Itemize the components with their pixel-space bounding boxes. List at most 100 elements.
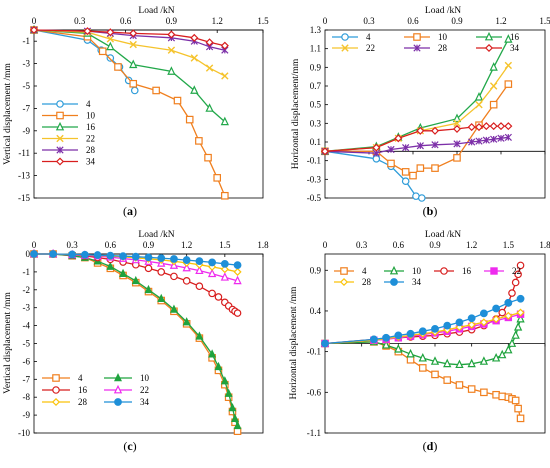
legend-item: 10 [384,265,422,276]
data-point [381,339,391,349]
legend-item: 4 [334,266,367,276]
y-tick-label: 0.4 [310,306,322,316]
data-point [504,311,513,320]
data-point [98,47,107,56]
y-tick-label: -5 [23,339,31,349]
data-point [482,136,490,144]
data-point [394,134,403,143]
legend-item: 10 [104,373,150,383]
legend-marker [52,386,60,394]
y-tick-label: -0.3 [307,174,322,184]
data-point [220,376,229,385]
data-point [382,333,391,342]
legend-marker [484,31,494,41]
legend-label: 4 [366,32,371,42]
panel-label-letter: c [127,439,133,453]
data-point [106,261,115,270]
data-point [169,304,178,313]
x-tick-label: 0.3 [67,240,79,250]
x-axis-title: Load /kN [425,230,461,240]
y-tick-label: -13 [18,171,30,181]
x-tick-label: 1.5 [219,240,231,250]
panel-label-letter: d [427,439,434,453]
data-point [468,138,476,146]
data-point [205,38,214,47]
data-point [190,85,199,94]
data-point [231,413,240,422]
x-tick-label: 1.5 [257,16,269,26]
data-point [514,404,522,413]
data-point [185,115,194,124]
data-point [492,390,500,399]
y-tick-label: -10 [18,428,30,438]
data-point [190,33,199,42]
data-point [195,282,204,291]
legend-marker [56,146,64,154]
x-tick-label: 0.6 [393,240,405,250]
data-point [516,294,525,303]
data-point [207,268,217,278]
legend-label: 22 [86,134,95,144]
data-point [402,143,410,152]
x-tick-label: 1.2 [466,240,477,250]
legend-marker [390,278,398,286]
data-point [514,270,522,279]
x-tick-label: 0.3 [74,16,86,26]
data-point [220,116,229,126]
series-34 [30,250,242,269]
x-tick-label: 0.9 [143,240,155,250]
x-tick-label: 1.8 [257,240,269,250]
legend-item: 34 [476,43,520,53]
data-point [492,315,501,324]
series-34 [320,122,513,156]
data-point [489,122,498,131]
legend-marker [55,121,65,131]
data-point [511,396,520,405]
data-point [205,64,214,72]
x-tick-label: 1.2 [181,240,192,250]
x-tick-label: 0 [323,240,328,250]
x-axis-title: Load /kN [138,6,174,16]
legend-label: 10 [412,266,422,276]
data-point [144,253,153,262]
panel-label-letter: b [427,204,434,218]
legend-marker [413,33,421,41]
panel-label-open: ( [123,439,127,453]
y-axis-title: Vertical displacement /mm [3,291,13,393]
legend-marker [484,43,494,53]
legend-label: 22 [140,385,149,395]
x-tick-label: 0.9 [166,16,178,26]
x-tick-label: 0.3 [363,16,375,26]
data-point [409,171,417,180]
data-point [119,268,128,277]
y-tick-label: -3 [23,303,31,313]
legend-label: 16 [510,32,520,42]
data-point [480,388,488,397]
series-16 [29,24,229,126]
y-tick-label: -9 [23,410,31,420]
legend-item: 28 [334,277,372,287]
panel-label-close: ) [433,204,437,218]
y-tick-label: -1.1 [307,428,321,438]
y-tick-label: -0.1 [307,156,321,166]
y-tick-label: -8 [23,392,31,402]
x-tick-label: 0 [32,16,37,26]
data-point [233,420,242,430]
data-point [157,254,166,263]
data-point [513,322,523,331]
data-point [431,164,439,172]
data-point [453,154,461,162]
data-point [489,82,498,90]
panel-label: (c) [123,439,136,453]
data-point [372,155,381,163]
series-34 [321,294,525,348]
data-point [167,46,176,54]
data-point [144,264,153,273]
data-point [173,96,182,105]
data-point [170,272,178,281]
data-point [430,126,440,135]
x-tick-label: 0.9 [429,240,441,250]
legend-label: 34 [140,397,150,407]
plot-frame [33,29,264,199]
